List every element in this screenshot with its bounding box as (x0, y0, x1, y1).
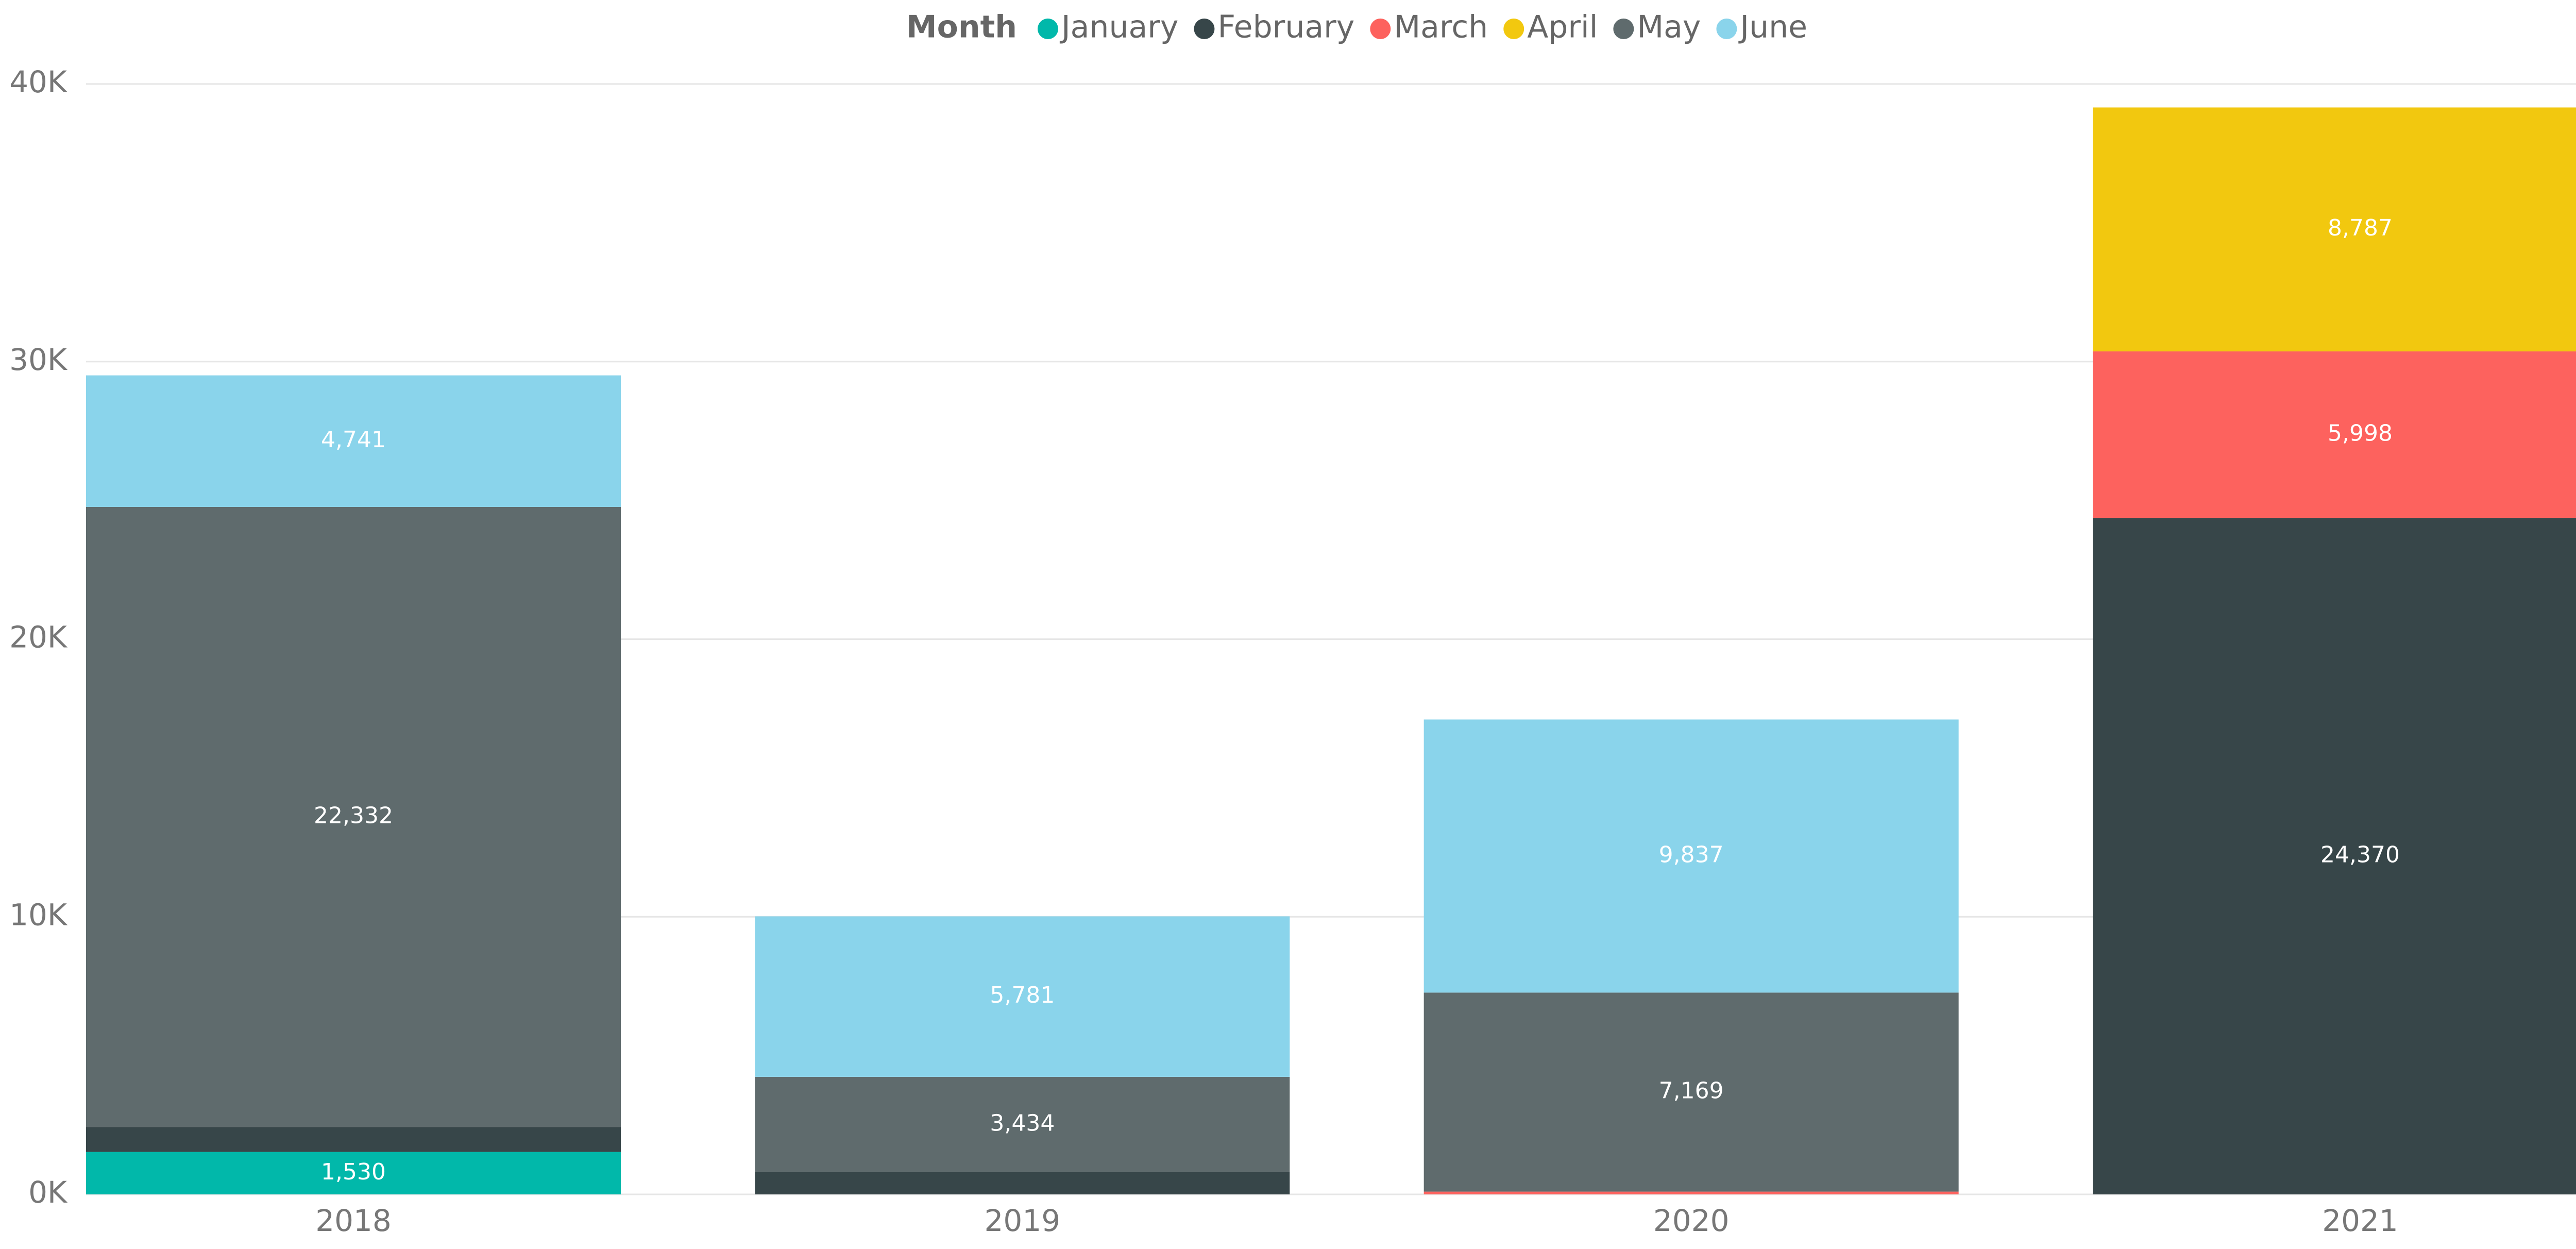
bar-segment (755, 1172, 1290, 1194)
legend-label: April (1527, 9, 1598, 45)
legend-marker (1194, 19, 1215, 39)
y-tick-label: 30K (9, 342, 68, 377)
legend-label: February (1217, 9, 1354, 45)
bar-segment (86, 507, 621, 1127)
x-tick-label: 2020 (1653, 1203, 1730, 1238)
data-label: 1,530 (321, 1159, 386, 1185)
bar-segment (2093, 518, 2576, 1195)
legend-label: June (1738, 9, 1807, 45)
data-label: 5,781 (990, 982, 1055, 1008)
data-label: 22,332 (314, 803, 393, 829)
legend-marker (1613, 19, 1634, 39)
bar-segment (86, 375, 621, 507)
data-label: 9,837 (1659, 841, 1724, 868)
y-tick-label: 0K (28, 1175, 68, 1210)
data-label: 4,741 (321, 427, 386, 453)
data-label: 7,169 (1659, 1077, 1724, 1104)
legend: Month January February March April May June (906, 9, 1807, 45)
data-label: 8,787 (2328, 215, 2393, 241)
bar-segment (1423, 719, 1959, 993)
y-tick-label: 20K (9, 620, 68, 655)
bar-segment (86, 1152, 621, 1194)
data-label: 3,434 (990, 1110, 1055, 1136)
bar-segment (2093, 351, 2576, 518)
bar-segment (86, 1127, 621, 1152)
bar-segment (1423, 1191, 1959, 1194)
y-tick-label: 10K (9, 897, 68, 932)
data-label: 5,998 (2328, 420, 2393, 446)
data-label: 24,370 (2320, 842, 2400, 868)
legend-label: March (1394, 9, 1488, 45)
y-tick-label: 40K (9, 64, 68, 99)
legend-marker (1370, 19, 1391, 39)
bar-segment (1423, 992, 1959, 1192)
legend-label: January (1059, 9, 1178, 45)
legend-marker (1037, 19, 1058, 39)
legend-marker (1716, 19, 1737, 39)
legend-marker (1503, 19, 1524, 39)
bar-segment (2093, 107, 2576, 351)
bar-segment (755, 916, 1290, 1077)
x-tick-label: 2019 (985, 1203, 1061, 1238)
legend-label: May (1637, 9, 1701, 45)
x-tick-label: 2021 (2322, 1203, 2398, 1238)
bar-segment (755, 1076, 1290, 1172)
x-tick-label: 2018 (315, 1203, 392, 1238)
legend-title: Month (906, 9, 1017, 45)
